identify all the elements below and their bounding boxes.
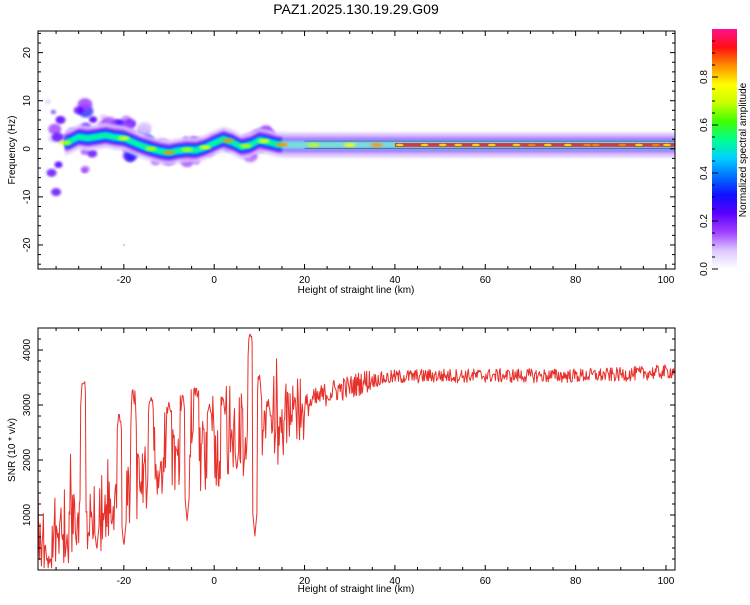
- snr-x-tick-label: 40: [389, 576, 401, 587]
- spectrogram-x-tick-label: 60: [480, 275, 492, 286]
- snr-y-ticks: 1000 2000 3000 4000: [22, 327, 675, 560]
- spectrogram-hotspot: [343, 142, 356, 147]
- spectrogram-blob: [51, 132, 64, 142]
- spectrogram-hotspot: [275, 142, 288, 147]
- spectrogram-x-tick-label: 0: [211, 275, 217, 286]
- spectrogram-y-tick-label: 20: [22, 47, 33, 59]
- spectrogram-hotspot: [454, 143, 463, 147]
- spectrogram-hotspot: [370, 142, 383, 147]
- spectrogram-blob: [87, 149, 98, 158]
- spectrogram-blob: [80, 165, 90, 174]
- snr-frame: [37, 327, 676, 571]
- spectrogram-hotspot: [420, 143, 429, 147]
- spectrogram-hotspot: [117, 136, 130, 141]
- snr-x-tick-label: -20: [117, 576, 132, 587]
- snr-series-line: [38, 333, 675, 569]
- snr-x-tick-label: 60: [480, 576, 492, 587]
- spectrogram-hotspot: [563, 143, 572, 147]
- colorbar-label: Normalized spectral amplitude: [738, 82, 749, 217]
- spectrogram-x-tick-label: -20: [117, 275, 132, 286]
- spectrogram-frame: [37, 30, 676, 270]
- spectrogram-hotspot: [618, 143, 627, 147]
- spectrogram-y-tick-label: -10: [22, 189, 33, 204]
- spectrogram-blob: [54, 161, 63, 168]
- colorbar-ticks: 0.0 0.2 0.4 0.6 0.8: [699, 40, 718, 276]
- spectrogram-hotspot: [221, 138, 234, 143]
- spectrogram-blob: [44, 99, 51, 105]
- snr-x-tick-label: 100: [658, 576, 675, 587]
- snr-y-tick-label: 2000: [22, 448, 33, 471]
- spectrogram-y-tick-label: 10: [22, 95, 33, 107]
- spectrogram-hotspot: [527, 143, 536, 147]
- spectrogram-blob: [50, 109, 57, 115]
- snr-x-ticks: -20 0 20 40 60 80 100: [55, 328, 675, 587]
- spectrogram-hotspot: [181, 147, 194, 152]
- colorbar-bar: [712, 29, 737, 269]
- spectrogram-y-label: Frequency (Hz): [7, 116, 18, 185]
- spectrogram-hotspot: [662, 143, 671, 147]
- spectrogram-hotspot: [543, 143, 552, 147]
- colorbar-tick-label: 0.0: [699, 262, 710, 276]
- spectrogram-hotspot: [438, 143, 447, 147]
- snr-plot-area: [38, 333, 675, 569]
- spectrogram-blob: [46, 168, 57, 177]
- spectrogram-hotspot: [512, 143, 521, 147]
- spectrogram-x-tick-label: 40: [389, 275, 401, 286]
- spectrogram-heatmap: [44, 98, 675, 247]
- snr-y-tick-label: 4000: [22, 338, 33, 361]
- snr-y-tick-label: 1000: [22, 503, 33, 526]
- snr-x-tick-label: 20: [299, 576, 311, 587]
- spectrogram-hotspot: [471, 143, 480, 147]
- spectrogram-hotspot: [59, 140, 72, 145]
- snr-x-tick-label: 0: [211, 576, 217, 587]
- spectrogram-hotspot: [583, 143, 592, 147]
- spectrogram-blob: [51, 188, 62, 197]
- spectrogram-hotspot: [591, 143, 600, 147]
- spectrogram-x-tick-label: 100: [658, 275, 675, 286]
- spectrogram-hotspot: [144, 146, 157, 151]
- snr-panel: -20 0 20 40 60 80 100 1000 2000 3000 4000 Height …: [7, 327, 676, 595]
- spectrogram-hotspot: [257, 139, 270, 144]
- spectrogram-y-ticks: -20 -10 0 10 20: [22, 32, 675, 265]
- spectrogram-hotspot: [307, 142, 320, 147]
- spectrogram-hotspot: [239, 143, 252, 148]
- spectrogram-x-ticks: -20 0 20 40 60 80 100: [55, 31, 675, 286]
- spectrogram-blob: [55, 115, 66, 124]
- colorbar-tick-label: 0.4: [699, 166, 710, 180]
- spectrogram-blob: [73, 106, 84, 115]
- spectrogram-blob: [89, 116, 98, 123]
- spectrogram-x-tick-label: 80: [570, 275, 582, 286]
- snr-y-tick-label: 3000: [22, 393, 33, 416]
- spectrogram-blob: [137, 122, 152, 135]
- colorbar: 0.0 0.2 0.4 0.6 0.8 Normalized spectral ampl…: [699, 29, 749, 276]
- spectrogram-hotspot: [395, 143, 404, 147]
- spectrogram-hotspot: [651, 143, 660, 147]
- colorbar-tick-label: 0.8: [699, 70, 710, 84]
- spectrogram-blob: [48, 123, 62, 135]
- spectrogram-y-tick-label: 0: [22, 146, 33, 152]
- spectrogram-x-label: Height of straight line (km): [298, 285, 415, 296]
- snr-x-tick-label: 80: [570, 576, 582, 587]
- spectrogram-hotspot: [163, 150, 176, 155]
- colorbar-tick-label: 0.2: [699, 214, 710, 228]
- spectrogram-y-tick-label: -20: [22, 237, 33, 252]
- spectrogram-hotspot: [634, 143, 643, 147]
- colorbar-tick-label: 0.6: [699, 118, 710, 132]
- spectrogram-speck: [122, 243, 126, 247]
- spectrogram-hotspot: [487, 143, 496, 147]
- snr-y-label: SNR (10 * v/v): [7, 418, 18, 482]
- figure-title: PAZ1.2025.130.19.29.G09: [273, 1, 439, 17]
- spectrogram-x-tick-label: 20: [299, 275, 311, 286]
- snr-x-label: Height of straight line (km): [298, 584, 415, 595]
- spectrogram-panel: -20 0 20 40 60 80 100 -20 -10 0 10 20 Height of st…: [7, 30, 676, 296]
- spectrogram-hotspot: [199, 145, 212, 150]
